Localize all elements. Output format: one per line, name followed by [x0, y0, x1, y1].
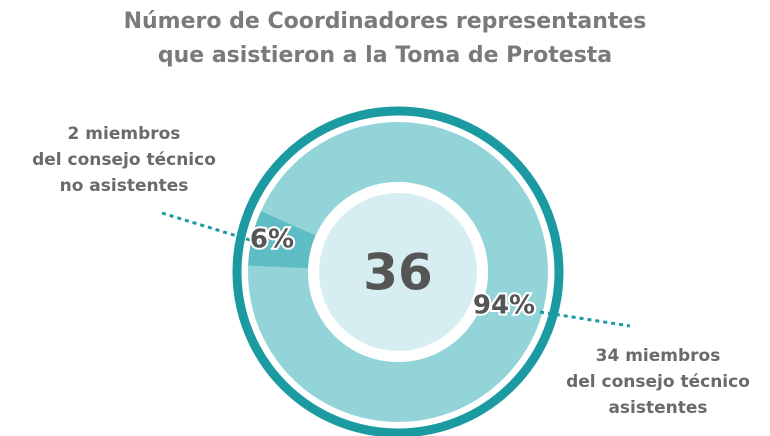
category-label: 34 miembros	[596, 346, 721, 366]
category-label: no asistentes	[60, 176, 189, 196]
slice	[248, 210, 316, 269]
center-total: 36	[363, 244, 433, 302]
category-label: del consejo técnico	[32, 150, 216, 170]
chart-title: que asistieron a la Toma de Protesta	[158, 43, 612, 68]
outer-ring	[232, 106, 564, 436]
leader-line	[539, 310, 631, 328]
value-label: 94%	[473, 291, 535, 321]
chart-title: Número de Coordinadores representantes	[124, 9, 647, 34]
category-label: 2 miembros	[68, 124, 181, 144]
center-circle	[319, 193, 477, 351]
value-label: 6%	[250, 225, 294, 255]
category-label: asistentes	[608, 398, 707, 418]
slice	[247, 121, 548, 422]
category-label: del consejo técnico	[566, 372, 750, 392]
donut	[247, 121, 548, 422]
